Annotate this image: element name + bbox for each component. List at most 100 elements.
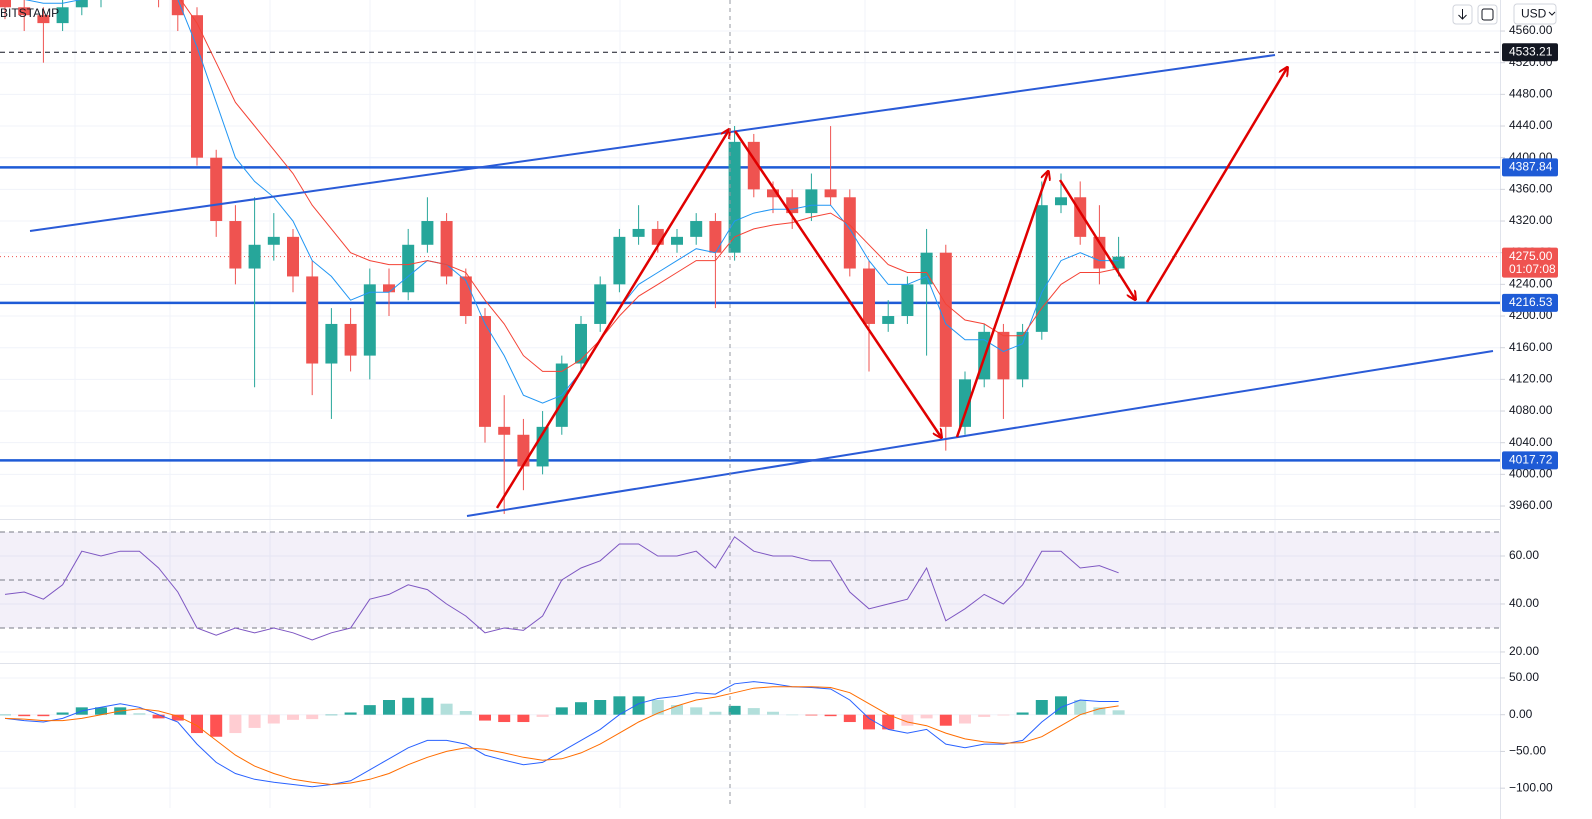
download-icon: [1458, 9, 1467, 20]
histogram-bar: [728, 705, 741, 715]
fullscreen-icon: [1481, 8, 1494, 21]
candle-body: [402, 244, 415, 293]
histogram-bar: [37, 714, 50, 717]
y-tick-label: 60.00: [1509, 548, 1539, 562]
histogram-bar: [421, 697, 434, 715]
candle-body: [248, 244, 261, 269]
y-tick-label: −50.00: [1509, 744, 1546, 758]
candle-body: [75, 0, 88, 8]
histogram-bar: [939, 714, 952, 726]
candle-body: [920, 252, 933, 285]
histogram-bar: [671, 705, 683, 715]
candle-body: [594, 284, 607, 324]
arrow: [955, 172, 1048, 438]
candle-body: [1112, 256, 1125, 269]
price-badge: [1502, 293, 1558, 312]
candle-body: [882, 316, 895, 324]
candle-body: [191, 15, 203, 158]
candle-body: [363, 284, 376, 356]
candle-body: [56, 7, 69, 24]
histogram-bar: [152, 714, 165, 719]
price-badge-label: 4533.21: [1509, 44, 1553, 58]
y-tick-label: 4560.00: [1509, 23, 1553, 37]
candle-body: [843, 197, 856, 269]
candle-body: [1055, 197, 1067, 206]
candle-body: [18, 7, 31, 16]
plot-layer: [0, 0, 1500, 789]
histogram-bar: [1016, 712, 1029, 715]
histogram-bar: [594, 700, 607, 715]
histogram-bar: [18, 714, 31, 717]
candle-body: [901, 284, 914, 317]
exchange-label: BITSTAMP: [0, 6, 59, 20]
indicator-line: [24, 0, 1119, 404]
histogram-bar: [229, 714, 242, 734]
currency-dropdown[interactable]: [1513, 3, 1557, 25]
fullscreen-button[interactable]: [1477, 4, 1498, 25]
price-badge: [1502, 247, 1558, 278]
histogram-bar: [805, 714, 818, 716]
indicator-line: [4, 686, 1119, 786]
price-badge-label: 4275.00: [1509, 249, 1553, 263]
candle-body: [824, 189, 837, 198]
candle-body: [517, 434, 530, 467]
histogram-bar: [383, 700, 395, 715]
candle-body: [805, 189, 818, 214]
candle-body: [767, 189, 779, 198]
axis-layer: 4560.004520.004480.004440.004400.004360.…: [1500, 23, 1558, 794]
histogram-bar: [767, 711, 779, 715]
histogram-bar: [1035, 700, 1048, 715]
histogram-bar: [363, 705, 376, 715]
histogram-bar: [306, 714, 319, 720]
histogram-bar: [267, 714, 280, 724]
candle-body: [0, 0, 11, 8]
y-tick-label: 4080.00: [1509, 403, 1553, 417]
candle-body: [959, 379, 971, 427]
histogram-bar: [824, 714, 837, 717]
candle-body: [632, 228, 645, 237]
y-tick-label: 50.00: [1509, 670, 1539, 684]
histogram-bar: [517, 714, 530, 723]
histogram-bar: [0, 714, 11, 716]
candle-body: [229, 221, 242, 269]
histogram-bar: [95, 707, 107, 715]
candle-body: [421, 221, 434, 245]
histogram-bar: [440, 703, 453, 715]
histogram-bar: [402, 697, 415, 715]
histogram-bar: [287, 714, 299, 720]
y-tick-label: 20.00: [1509, 644, 1539, 658]
y-tick-label: 4240.00: [1509, 277, 1553, 291]
candle-body: [728, 141, 741, 253]
histogram-bar: [133, 713, 146, 715]
y-tick-label: 4360.00: [1509, 182, 1553, 196]
price-axis: [1500, 0, 1592, 819]
candle-body: [575, 323, 587, 364]
candle-body: [1016, 331, 1029, 380]
histogram-bar: [613, 696, 626, 715]
candle-body: [344, 323, 357, 356]
histogram-bar: [843, 714, 856, 723]
indicator-line: [4, 536, 1119, 641]
histogram-bar: [786, 714, 799, 716]
histogram-bar: [997, 714, 1010, 716]
y-tick-label: 4120.00: [1509, 372, 1553, 386]
candle-body: [863, 268, 875, 324]
y-tick-label: 4480.00: [1509, 87, 1553, 101]
pane: [0, 0, 1500, 514]
candle-body: [1035, 205, 1048, 332]
vertical-grid: [74, 0, 1416, 808]
y-tick-label: 4040.00: [1509, 435, 1553, 449]
candle-body: [479, 316, 491, 427]
price-badge-label: 4387.84: [1509, 159, 1553, 173]
arrow: [1145, 68, 1287, 303]
histogram-bar: [709, 711, 722, 715]
arrow: [495, 130, 729, 509]
histogram-bar: [690, 707, 703, 715]
pane: [0, 677, 1500, 789]
pane: [0, 531, 1500, 653]
histogram-bar: [747, 708, 760, 715]
histogram-bar: [651, 700, 664, 715]
price-badge: [1502, 451, 1558, 470]
candle-body: [383, 284, 395, 293]
indicator-line: [180, 0, 1119, 372]
